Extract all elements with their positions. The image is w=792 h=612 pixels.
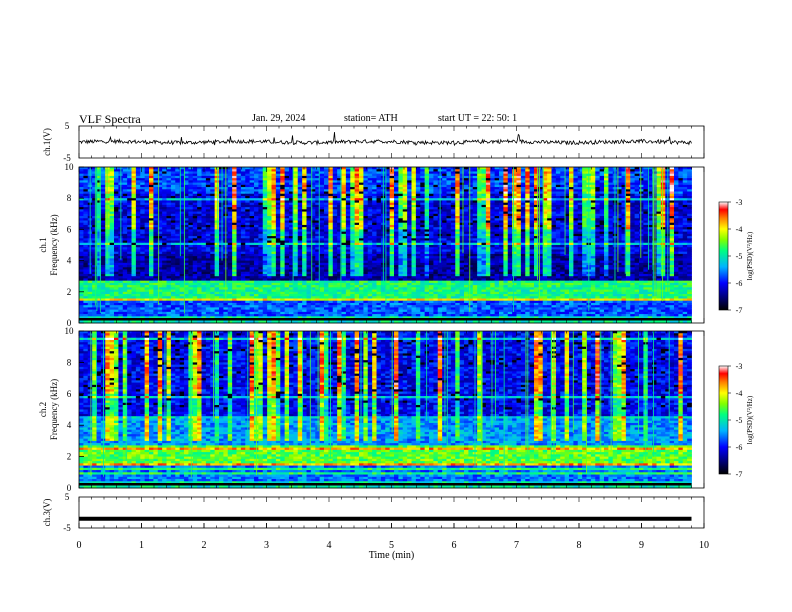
- ch1-ylabel: ch.1(V): [42, 128, 52, 156]
- ch2-ytick-label: 8: [67, 357, 72, 367]
- ch2-colorbar-tick-label: -7: [736, 470, 743, 479]
- ch1-ytick-label: -5: [63, 153, 71, 163]
- ch2-colorbar-tick-label: -6: [736, 443, 743, 452]
- ch1-ytick-label: 2: [67, 287, 72, 297]
- ch2-colorbar-tick-label: -4: [736, 389, 743, 398]
- ch1-ylabel: Frequency (kHz): [49, 214, 59, 275]
- ch1-colorbar: [718, 201, 729, 311]
- ch1-colorbar-tick-label: -5: [736, 252, 743, 261]
- ch3-ytick-label: -5: [63, 523, 71, 533]
- ch1-ytick-label: 0: [67, 318, 72, 328]
- ch2-baseline-band: [79, 483, 692, 486]
- ch2-ytick-label: 10: [65, 326, 75, 336]
- start-time-label: start UT = 22: 50: 1: [438, 113, 517, 124]
- x-axis-label: Time (min): [369, 550, 414, 561]
- ch1-ytick-label: 4: [67, 256, 72, 266]
- x-tick-label: 4: [327, 540, 332, 551]
- ch1-colorbar-tick-label: -3: [736, 198, 743, 207]
- x-tick-label: 3: [264, 540, 269, 551]
- ch1-colorbar-label: log(PSD)(V²/Hz): [746, 231, 754, 280]
- ch2-ytick-label: 4: [67, 420, 72, 430]
- ch2-colorbar-tick-label: -5: [736, 416, 743, 425]
- ch1-ytick-label: 10: [65, 162, 75, 172]
- ch3-ytick-label: 5: [65, 492, 70, 502]
- ch2-ytick-label: 6: [67, 389, 72, 399]
- ch2-channel-label: ch.2: [38, 402, 48, 417]
- ch1-colorbar-tick-label: -6: [736, 279, 743, 288]
- ch1-baseline-band: [79, 318, 692, 321]
- ch1-channel-label: ch.1: [38, 237, 48, 252]
- x-tick-label: 0: [77, 540, 82, 551]
- x-tick-label: 2: [202, 540, 207, 551]
- x-tick-label: 8: [577, 540, 582, 551]
- ch2-colorbar-tick-label: -3: [736, 362, 743, 371]
- chart-title: VLF Spectra: [79, 112, 141, 127]
- ch2-spectrogram: [79, 331, 692, 489]
- x-tick-label: 1: [139, 540, 144, 551]
- x-tick-label: 7: [514, 540, 519, 551]
- x-tick-label: 9: [639, 540, 644, 551]
- x-tick-label: 6: [452, 540, 457, 551]
- ch1-ytick-label: 6: [67, 224, 72, 234]
- ch2-colorbar-label: log(PSD)(V²/Hz): [746, 395, 754, 444]
- station-label: station= ATH: [344, 113, 398, 124]
- ch1-colorbar-tick-label: -7: [736, 306, 743, 315]
- ch2-colorbar: [718, 365, 729, 475]
- ch1-spectrogram: [79, 167, 692, 324]
- ch1-waveform-line: [78, 132, 692, 147]
- date-label: Jan. 29, 2024: [252, 113, 305, 124]
- ch2-ytick-label: 0: [67, 483, 72, 493]
- x-tick-label: 5: [389, 540, 394, 551]
- ch1-ytick-label: 8: [67, 193, 72, 203]
- ch2-ylabel: Frequency (kHz): [49, 379, 59, 440]
- x-tick-label: 10: [699, 540, 709, 551]
- ch1-colorbar-tick-label: -4: [736, 225, 743, 234]
- ch2-ytick-label: 2: [67, 452, 72, 462]
- ch1-ytick-label: 5: [65, 121, 70, 131]
- ch3-ylabel: ch.3(V): [42, 499, 52, 527]
